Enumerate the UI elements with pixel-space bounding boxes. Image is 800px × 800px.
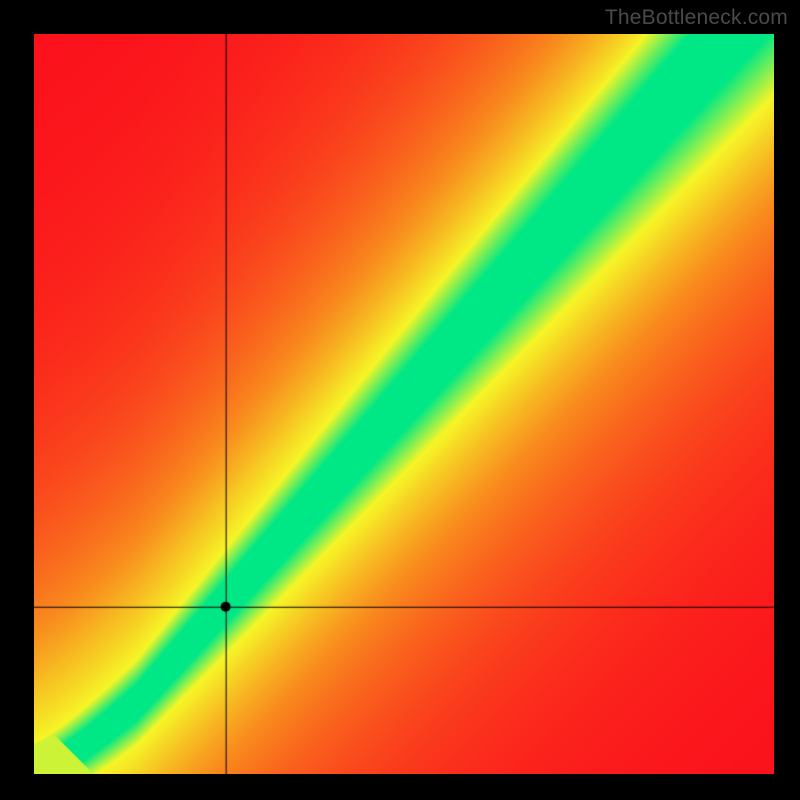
watermark-text: TheBottleneck.com: [605, 6, 788, 30]
bottleneck-heatmap: [34, 34, 774, 774]
heatmap-canvas: [34, 34, 774, 774]
